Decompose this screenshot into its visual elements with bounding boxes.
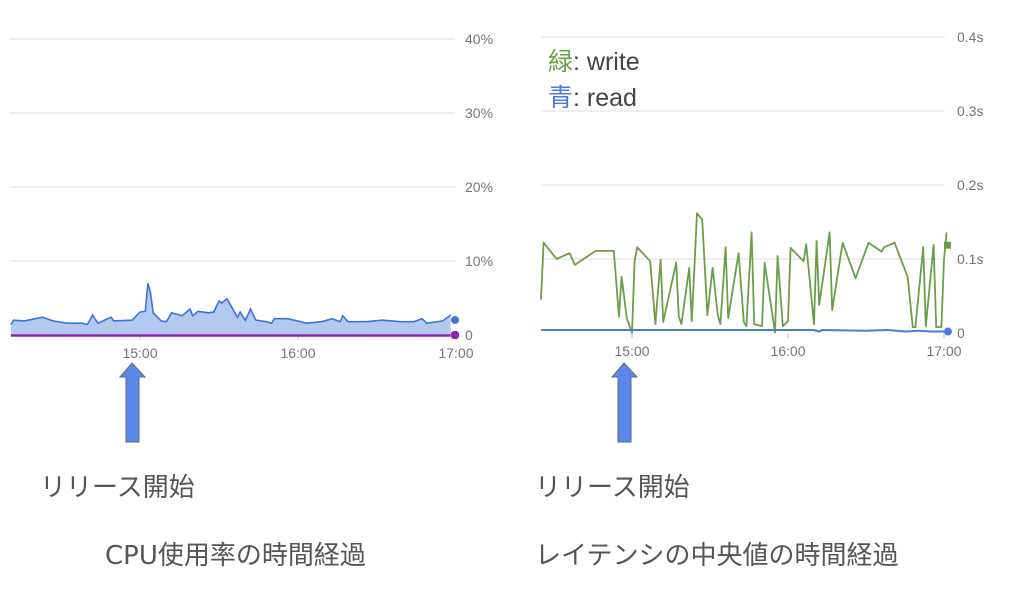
- legend-sep: :: [573, 84, 587, 112]
- y-tick-label: 10%: [465, 253, 493, 269]
- legend-item-write: 緑: write: [548, 44, 640, 80]
- y-tick-label: 0.4s: [957, 29, 983, 45]
- x-tick-label: 17:00: [926, 343, 961, 359]
- y-tick-label: 0.2s: [957, 177, 983, 193]
- cpu-area-fill: [10, 283, 451, 335]
- cpu-series-line: [10, 282, 452, 326]
- read-end-dot: [944, 327, 952, 336]
- legend-label-write: write: [586, 48, 640, 76]
- y-tick-label: 30%: [465, 105, 493, 121]
- y-tick-label: 0: [957, 325, 965, 341]
- x-tick-label: 16:00: [770, 343, 805, 359]
- x-tick-label: 15:00: [122, 345, 157, 361]
- latency-chart-title: レイテンシの中央値の時間経過: [535, 541, 899, 571]
- baseline-end-marker: [451, 331, 459, 339]
- cpu-chart-title: CPU使用率の時間経過: [105, 541, 366, 571]
- y-tick-label: 40%: [465, 31, 493, 47]
- legend-key-write: 緑: [548, 48, 574, 76]
- latency-legend: 緑: write 青: read: [548, 44, 640, 116]
- cpu-end-dot: [451, 316, 459, 325]
- release-arrow-icon: [118, 362, 147, 443]
- write-series-line: [540, 212, 948, 334]
- y-tick-label: 0.3s: [957, 103, 983, 119]
- latency-release-annotation: リリース開始: [535, 473, 690, 503]
- y-tick-label: 0: [465, 327, 473, 343]
- write-end-marker: [944, 241, 951, 249]
- release-arrow-icon: [610, 362, 639, 443]
- cpu-release-annotation: リリース開始: [40, 473, 195, 503]
- x-tick-label: 16:00: [280, 345, 315, 361]
- x-tick-label: 17:00: [438, 345, 473, 361]
- x-tick-label: 15:00: [614, 343, 649, 359]
- y-tick-label: 0.1s: [957, 251, 983, 267]
- legend-key-read: 青: [548, 84, 574, 112]
- y-tick-label: 20%: [465, 179, 493, 195]
- read-series-line: [541, 329, 944, 333]
- legend-item-read: 青: read: [548, 80, 640, 116]
- legend-sep: :: [573, 48, 587, 76]
- legend-label-read: read: [586, 84, 637, 112]
